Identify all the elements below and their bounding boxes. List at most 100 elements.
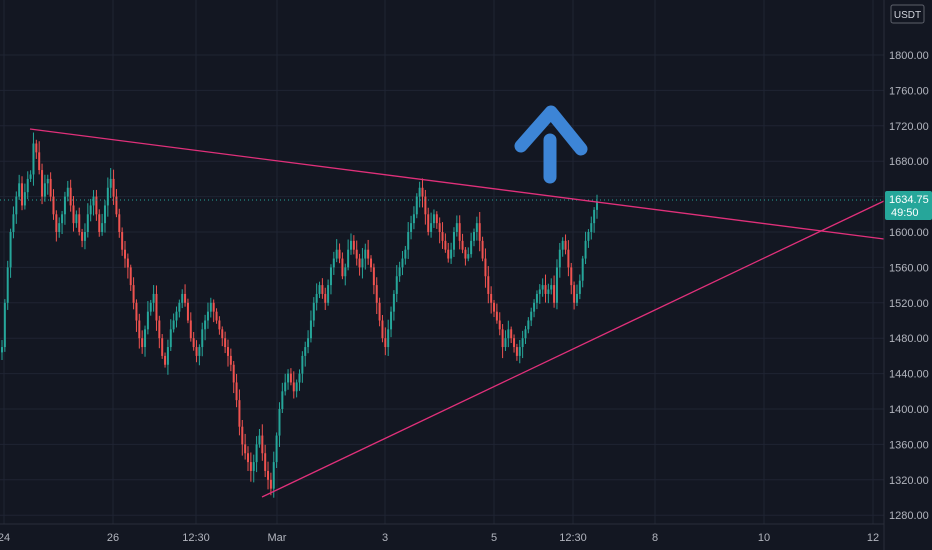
- candle: [461, 233, 464, 254]
- candle-body: [567, 249, 570, 268]
- candle-body: [41, 170, 44, 197]
- candle-body: [344, 267, 347, 277]
- candle: [498, 312, 501, 336]
- candle-body: [23, 192, 26, 206]
- time-axis[interactable]: 24 26 12:30 Mar 3 5 12:30 8 10 12: [0, 532, 879, 544]
- price-tick-label: 1440.00: [889, 369, 929, 381]
- candle-body: [515, 347, 518, 356]
- resistance-trendline[interactable]: [29, 128, 885, 240]
- candle-body: [573, 285, 576, 303]
- candle-body: [192, 338, 195, 348]
- time-tick-label: 12:30: [182, 532, 210, 544]
- candle: [75, 210, 78, 228]
- candle: [195, 340, 198, 363]
- candle: [101, 213, 104, 236]
- candle-body: [458, 223, 461, 241]
- candle-body: [115, 196, 118, 215]
- candle: [430, 212, 433, 238]
- candle-body: [452, 232, 455, 250]
- candle: [544, 274, 547, 303]
- candle-body: [513, 338, 516, 348]
- candle: [421, 178, 424, 208]
- candle-body: [547, 289, 550, 294]
- candle: [550, 278, 553, 295]
- candle-body: [470, 240, 473, 255]
- candle: [381, 315, 384, 343]
- candle-body: [81, 232, 84, 241]
- candle-body: [495, 311, 498, 321]
- candle-body: [29, 174, 32, 179]
- candle-body: [61, 214, 64, 224]
- candle: [301, 351, 304, 383]
- candle: [547, 283, 550, 304]
- candle: [553, 275, 556, 308]
- candle: [69, 179, 72, 212]
- candle-body: [507, 329, 510, 339]
- candle-body: [564, 240, 567, 250]
- candle-body: [441, 232, 444, 241]
- candle: [407, 222, 410, 259]
- candle: [198, 344, 201, 366]
- candle-body: [152, 293, 155, 303]
- candle: [504, 330, 507, 351]
- candle: [561, 237, 564, 257]
- candle-body: [238, 400, 241, 427]
- countdown-timer: 49:50: [891, 207, 919, 219]
- candle-body: [304, 347, 307, 356]
- candle-body: [12, 214, 15, 232]
- candle-body: [186, 302, 189, 321]
- candle: [189, 312, 192, 342]
- candle: [384, 327, 387, 356]
- candle: [109, 168, 112, 199]
- candle: [98, 209, 101, 237]
- candle: [315, 283, 318, 311]
- time-tick-label: 10: [758, 532, 770, 544]
- candle-body: [201, 329, 204, 348]
- candle: [138, 313, 141, 349]
- candle-body: [467, 254, 470, 259]
- candle-body: [493, 302, 496, 312]
- candle: [281, 382, 284, 414]
- time-tick-label: 12: [867, 532, 879, 544]
- candle-body: [358, 258, 361, 268]
- candle-body: [289, 373, 292, 383]
- candle: [467, 247, 470, 262]
- candle: [252, 454, 255, 483]
- candle-body: [329, 267, 332, 286]
- candles: [1, 132, 598, 498]
- candle-body: [561, 240, 564, 250]
- candle: [387, 319, 390, 356]
- candle: [35, 139, 38, 159]
- candle-body: [533, 302, 536, 312]
- candle-body: [398, 267, 401, 277]
- candle-body: [338, 249, 341, 259]
- candle: [238, 389, 241, 436]
- candle-body: [92, 196, 95, 206]
- candle-body: [78, 214, 81, 232]
- candle-body: [349, 240, 352, 250]
- candle-body: [255, 444, 258, 463]
- candle-body: [372, 267, 375, 286]
- candle-body: [527, 320, 530, 330]
- time-tick-label: 26: [107, 532, 119, 544]
- time-tick-label: 8: [652, 532, 658, 544]
- candle: [478, 211, 481, 252]
- candle: [23, 183, 26, 210]
- candle-body: [212, 302, 215, 312]
- candle-body: [381, 320, 384, 339]
- candle-body: [32, 143, 35, 175]
- grid-lines: [0, 0, 884, 524]
- candle-body: [272, 462, 275, 489]
- time-tick-label: 12:30: [559, 532, 587, 544]
- support-trendline[interactable]: [261, 200, 885, 498]
- price-tick-label: 1280.00: [889, 510, 929, 522]
- candle-body: [410, 223, 413, 232]
- candle: [32, 132, 35, 186]
- candle-body: [498, 320, 501, 330]
- unit-badge[interactable]: USDT: [890, 4, 925, 24]
- candle: [570, 262, 573, 295]
- candle-body: [501, 329, 504, 348]
- candle-body: [544, 285, 547, 294]
- time-tick-label: Mar: [268, 532, 287, 544]
